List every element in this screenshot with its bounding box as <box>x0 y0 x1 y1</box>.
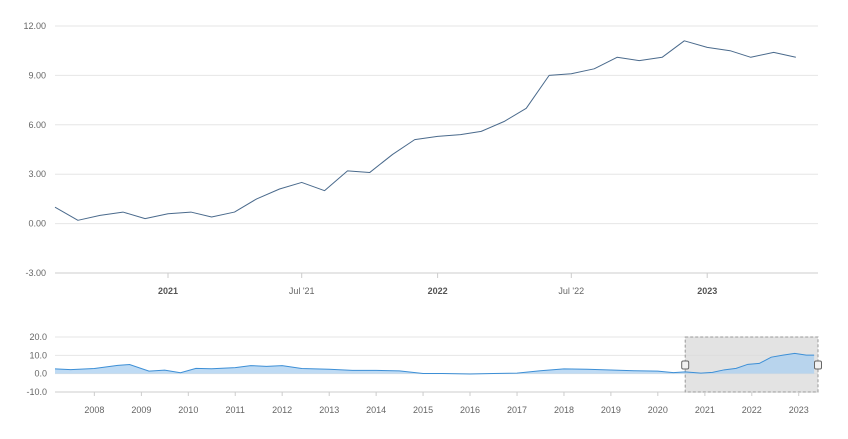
navigator-area-fill <box>55 353 815 375</box>
navigator-y-tick-label: -10.0 <box>26 387 47 397</box>
main-data-point[interactable] <box>659 54 665 60</box>
navigator-handle-left[interactable] <box>681 360 690 370</box>
main-data-point[interactable] <box>231 209 237 215</box>
main-data-point[interactable] <box>748 54 754 60</box>
main-x-tick-label: Jul '22 <box>558 286 584 296</box>
main-data-point[interactable] <box>97 212 103 218</box>
main-data-point[interactable] <box>546 72 552 78</box>
navigator-x-tick-label: 2021 <box>695 405 715 415</box>
main-y-tick-label: 6.00 <box>28 120 46 130</box>
main-data-point[interactable] <box>412 137 418 143</box>
navigator-x-tick-label: 2009 <box>131 405 151 415</box>
main-series-line <box>54 40 796 221</box>
main-data-point[interactable] <box>390 151 396 157</box>
main-data-point[interactable] <box>727 48 733 54</box>
navigator-y-tick-label: 10.0 <box>29 350 47 360</box>
main-data-point[interactable] <box>793 54 799 60</box>
main-plot: 12.00 9.00 6.00 3.00 0.00 -3.00 2021 Jul '21 202… <box>23 21 818 296</box>
main-data-point[interactable] <box>568 71 574 77</box>
navigator-x-tick-label: 2018 <box>554 405 574 415</box>
main-x-tick-label: 2021 <box>158 286 178 296</box>
main-x-tick-label: 2022 <box>428 286 448 296</box>
navigator[interactable]: 20.0 10.0 0.0 -10.0 2008 2009 2010 2011 2012 2013… <box>26 332 822 415</box>
navigator-x-tick-label: 2014 <box>366 405 386 415</box>
navigator-x-tick-label: 2010 <box>178 405 198 415</box>
navigator-x-tick-label: 2020 <box>648 405 668 415</box>
navigator-x-tick-label: 2013 <box>319 405 339 415</box>
main-data-point[interactable] <box>591 66 597 72</box>
main-y-tick-label: 9.00 <box>28 70 46 80</box>
navigator-y-tick-label: 20.0 <box>29 332 47 342</box>
main-data-point[interactable] <box>299 179 305 185</box>
main-data-point[interactable] <box>142 216 148 222</box>
main-data-point[interactable] <box>614 54 620 60</box>
main-y-tick-label: 12.00 <box>23 21 46 31</box>
main-y-tick-label: 3.00 <box>28 169 46 179</box>
main-data-point[interactable] <box>188 209 194 215</box>
navigator-x-tick-label: 2015 <box>413 405 433 415</box>
navigator-x-tick-label: 2022 <box>742 405 762 415</box>
main-y-tick-label: -3.00 <box>25 268 46 278</box>
navigator-x-tick-label: 2019 <box>601 405 621 415</box>
main-data-point[interactable] <box>458 132 464 138</box>
main-data-point[interactable] <box>277 186 283 192</box>
main-data-point[interactable] <box>523 105 529 111</box>
navigator-x-tick-label: 2011 <box>226 405 245 415</box>
main-data-point[interactable] <box>165 211 171 217</box>
navigator-y-tick-label: 0.0 <box>34 369 47 379</box>
main-data-point[interactable] <box>771 49 777 55</box>
main-data-point[interactable] <box>254 196 260 202</box>
main-data-point[interactable] <box>322 188 328 194</box>
navigator-x-tick-label: 2012 <box>272 405 292 415</box>
main-data-point[interactable] <box>435 133 441 139</box>
main-data-point[interactable] <box>52 204 58 210</box>
navigator-x-tick-label: 2017 <box>507 405 527 415</box>
main-data-point[interactable] <box>367 170 373 176</box>
main-data-point[interactable] <box>209 214 215 220</box>
main-x-tick-label: Jul '21 <box>289 286 315 296</box>
main-data-point[interactable] <box>501 119 507 125</box>
main-data-point[interactable] <box>704 44 710 50</box>
main-data-point[interactable] <box>75 217 81 223</box>
main-data-point[interactable] <box>478 128 484 134</box>
navigator-x-tick-label: 2016 <box>460 405 480 415</box>
navigator-handle-right[interactable] <box>814 360 822 370</box>
main-data-point[interactable] <box>344 168 350 174</box>
main-data-point[interactable] <box>120 209 126 215</box>
navigator-x-tick-label: 2023 <box>789 405 809 415</box>
navigator-x-tick-label: 2008 <box>84 405 104 415</box>
navigator-series-line <box>54 352 815 375</box>
main-y-tick-label: 0.00 <box>28 219 46 229</box>
main-data-point[interactable] <box>636 58 642 64</box>
main-x-tick-label: 2023 <box>697 286 717 296</box>
main-data-point[interactable] <box>681 38 687 44</box>
